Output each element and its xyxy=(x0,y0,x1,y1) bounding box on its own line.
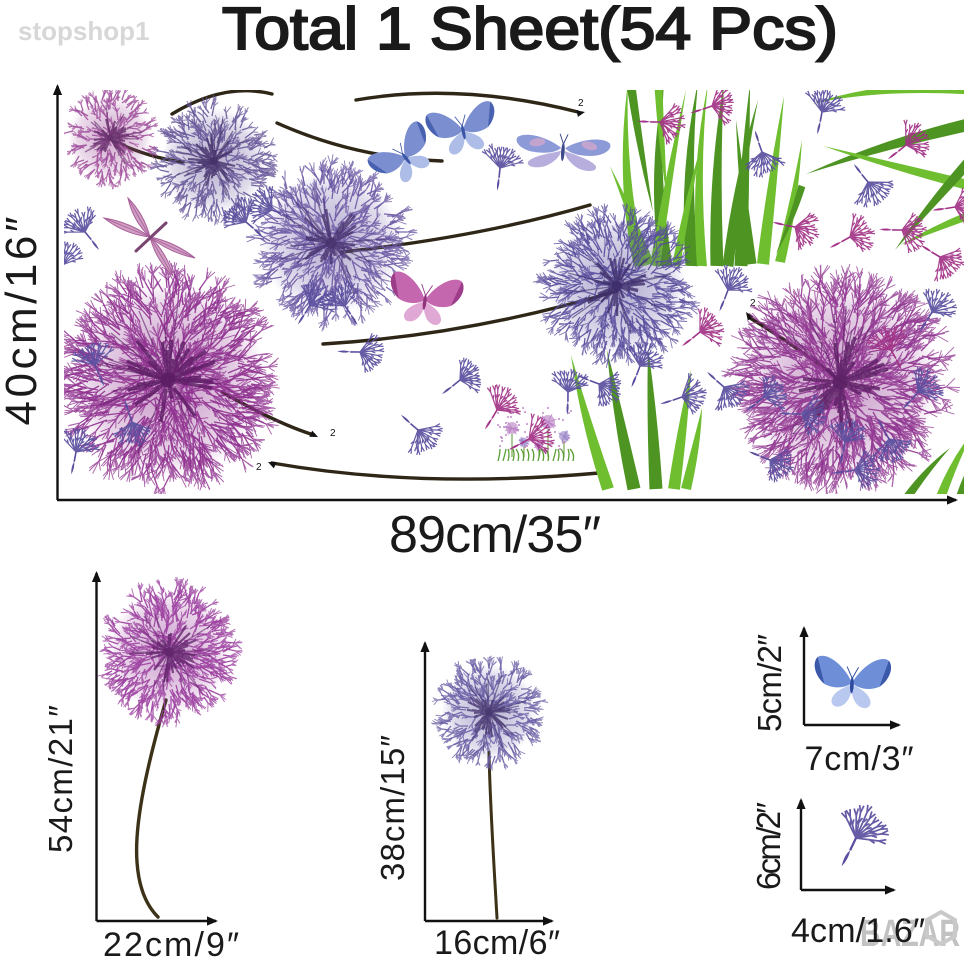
svg-text:16cm/6″: 16cm/6″ xyxy=(434,924,560,960)
svg-text:2: 2 xyxy=(330,428,336,439)
svg-text:40cm/16″: 40cm/16″ xyxy=(0,217,46,426)
svg-text:54cm/21″: 54cm/21″ xyxy=(42,705,79,853)
svg-text:Total 1 Sheet(54 Pcs): Total 1 Sheet(54 Pcs) xyxy=(222,0,838,62)
svg-text:89cm/35″: 89cm/35″ xyxy=(389,506,601,564)
svg-text:6cm/2″: 6cm/2″ xyxy=(750,802,787,890)
svg-text:2: 2 xyxy=(750,298,756,309)
svg-text:5cm/2″: 5cm/2″ xyxy=(751,634,788,732)
svg-text:BAZAR: BAZAR xyxy=(860,913,960,955)
svg-text:2: 2 xyxy=(256,462,262,473)
svg-text:38cm/15″: 38cm/15″ xyxy=(374,735,411,881)
svg-text:7cm/3″: 7cm/3″ xyxy=(805,740,914,778)
svg-text:stopshop1: stopshop1 xyxy=(18,16,149,46)
svg-text:22cm/9″: 22cm/9″ xyxy=(103,926,239,960)
svg-text:4cm/1.6″: 4cm/1.6″ xyxy=(791,912,925,950)
svg-text:2: 2 xyxy=(578,98,584,109)
